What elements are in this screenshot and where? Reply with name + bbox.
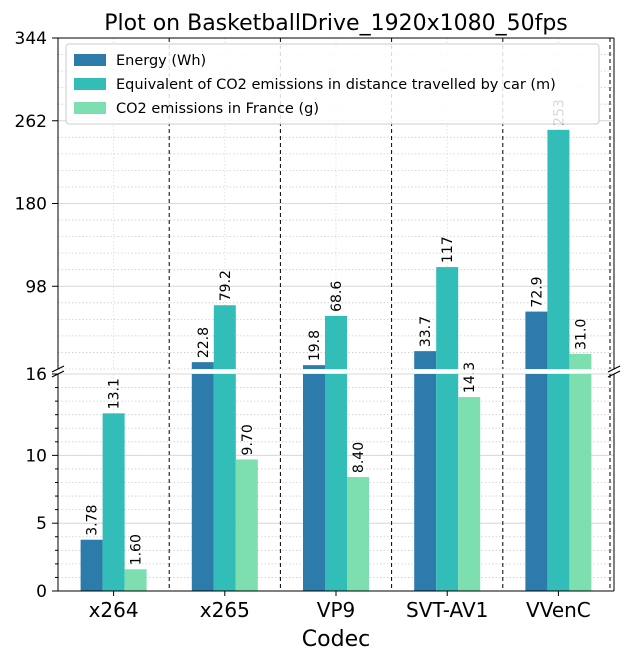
bar-x264-2 xyxy=(124,569,147,591)
axis-break-mark xyxy=(607,370,621,378)
y-tick-label: 180 xyxy=(15,195,47,215)
chart-title: Plot on BasketballDrive_1920x1080_50fps xyxy=(104,11,568,36)
bar-upper-SVT-AV1-0 xyxy=(414,351,437,369)
axis-break-gap xyxy=(57,369,615,374)
bar-VP9-1 xyxy=(325,374,347,591)
legend-entry-label: Energy (Wh) xyxy=(116,53,206,69)
x-tick-label: x265 xyxy=(200,598,250,622)
bar-VVenC-1 xyxy=(547,374,570,591)
bar-upper-x265-1 xyxy=(213,305,236,369)
bar-value-label: 117 xyxy=(440,236,456,263)
legend-entry-label: CO2 emissions in France (g) xyxy=(116,101,319,117)
bar-VVenC-0 xyxy=(525,374,548,591)
bar-value-label: 19.8 xyxy=(307,330,323,361)
bar-value-label: 79.2 xyxy=(218,270,234,301)
y-tick-label: 0 xyxy=(36,582,47,602)
x-tick-label: VP9 xyxy=(317,598,355,622)
y-tick-label: 10 xyxy=(25,446,47,466)
y-tick-label: 262 xyxy=(15,112,47,132)
bar-value-label: 33.7 xyxy=(418,316,434,347)
bar-value-label: 13.1 xyxy=(107,378,123,409)
bar-upper-VVenC-0 xyxy=(525,311,548,369)
category-separators xyxy=(168,38,611,591)
bar-upper-VP9-1 xyxy=(325,315,347,369)
y-tick-label: 98 xyxy=(25,277,47,297)
bar-value-label: 3.78 xyxy=(85,505,101,536)
x-tick-label: VVenC xyxy=(526,598,591,622)
legend-swatch xyxy=(74,78,106,90)
bar-VVenC-2 xyxy=(569,374,592,591)
x-tick-label: x264 xyxy=(89,598,139,622)
bar-x264-1 xyxy=(102,413,125,591)
bar-upper-x265-0 xyxy=(191,362,214,369)
axis-break-mark xyxy=(607,365,621,373)
bar-value-label: 1.60 xyxy=(129,534,145,565)
y-tick-label: 5 xyxy=(36,514,47,534)
bar-upper-SVT-AV1-1 xyxy=(436,267,459,369)
bar-upper-VVenC-2 xyxy=(569,353,592,369)
bar-value-label: 68.6 xyxy=(329,281,345,312)
legend-box xyxy=(65,43,600,125)
legend-swatch xyxy=(74,102,106,114)
bar-VP9-0 xyxy=(303,374,325,591)
bar-upper-VVenC-1 xyxy=(547,129,570,369)
legend-entry-label: Equivalent of CO2 emissions in distance … xyxy=(116,77,556,93)
bar-VP9-2 xyxy=(347,477,369,591)
bar-x265-1 xyxy=(213,374,236,591)
bar-value-label: 72.9 xyxy=(529,276,545,307)
x-axis-label: Codec xyxy=(302,627,370,652)
y-tick-label: 344 xyxy=(15,29,47,49)
bar-x264-0 xyxy=(80,539,103,591)
legend: Energy (Wh) Equivalent of CO2 emissions i… xyxy=(65,43,600,125)
bar-upper-VP9-0 xyxy=(303,365,325,369)
bar-value-label: 22.8 xyxy=(196,327,212,358)
bars xyxy=(80,129,592,591)
bar-value-label: 31.0 xyxy=(573,319,589,350)
axis-break-mark xyxy=(51,365,65,373)
axes: 0 5 10 16 98 180 262 344 x264 x265 VP9 SVT-AV1 VVenC xyxy=(15,29,621,622)
bar-x265-0 xyxy=(191,374,214,591)
bar-x265-2 xyxy=(235,459,258,591)
bar-SVT-AV1-1 xyxy=(436,374,459,591)
bar-SVT-AV1-2 xyxy=(458,397,481,591)
bar-value-label: 14.3 xyxy=(462,362,478,393)
y-tick-label: 16 xyxy=(25,365,47,385)
legend-swatch xyxy=(74,54,106,66)
bar-value-label: 9.70 xyxy=(240,424,256,455)
bar-value-label: 8.40 xyxy=(351,442,367,473)
x-tick-label: SVT-AV1 xyxy=(406,598,488,622)
bar-SVT-AV1-0 xyxy=(414,374,437,591)
